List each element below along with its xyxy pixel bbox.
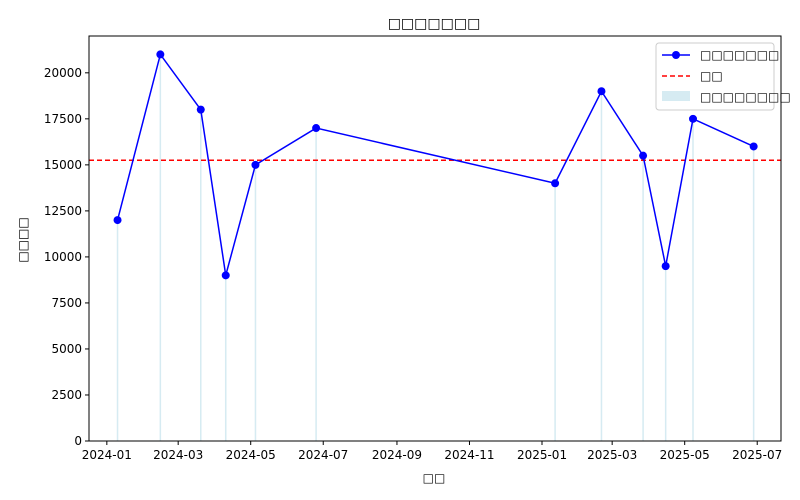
y-axis-title: □□□□ (16, 217, 30, 262)
y-tick-label: 5000 (51, 342, 82, 356)
chart-title: □□□□□□□ (388, 16, 481, 32)
data-point (113, 216, 122, 225)
plot-area (89, 50, 781, 442)
data-point (312, 124, 321, 133)
bar (159, 54, 162, 441)
data-point (639, 151, 648, 160)
y-tick-label: 20000 (44, 66, 82, 80)
legend-mean-label: □□ (700, 69, 723, 83)
bar (224, 275, 227, 441)
x-tick-label: 2025-03 (587, 448, 637, 462)
data-point (156, 50, 165, 59)
data-point (661, 262, 670, 271)
bar (315, 128, 317, 442)
y-tick-label: 0 (74, 434, 82, 448)
legend: □□□□□□□ □□ □□□□□□□□ (655, 42, 791, 111)
y-axis: 0 2500 5000 7500 10000 12500 15000 17500 20000 (44, 66, 89, 448)
y-tick-label: 15000 (44, 158, 82, 172)
series-line (116, 52, 754, 276)
x-tick-label: 2024-03 (153, 448, 203, 462)
data-point (749, 142, 758, 151)
x-axis-title: □□ (423, 471, 446, 485)
y-tick-label: 2500 (51, 388, 82, 402)
data-point (551, 179, 560, 188)
x-axis: 2024-01 2024-03 2024-05 2024-07 2024-09 2024-… (82, 441, 782, 462)
bar (254, 164, 257, 442)
x-tick-label: 2024-05 (226, 448, 276, 462)
x-tick-label: 2024-01 (82, 448, 132, 462)
data-point (689, 114, 698, 123)
bar (664, 266, 667, 441)
x-tick-label: 2024-11 (444, 448, 494, 462)
y-tick-label: 7500 (51, 296, 82, 310)
legend-series-label: □□□□□□□ (700, 48, 779, 62)
bar (554, 183, 556, 441)
x-tick-label: 2024-07 (298, 448, 348, 462)
bar (600, 91, 603, 441)
legend-bars-swatch (662, 91, 690, 101)
plot-frame (88, 35, 782, 442)
bar (642, 155, 644, 441)
x-tick-label: 2025-07 (732, 448, 782, 462)
x-tick-label: 2025-01 (517, 448, 567, 462)
bar (752, 146, 755, 441)
bar (116, 220, 119, 441)
x-tick-label: 2025-05 (660, 448, 710, 462)
data-point (196, 105, 205, 114)
y-tick-label: 12500 (44, 204, 82, 218)
data-point (597, 87, 606, 96)
bar (692, 118, 694, 441)
legend-series-marker (672, 51, 680, 59)
data-point (221, 271, 230, 280)
legend-bars-label: □□□□□□□□ (700, 90, 791, 104)
y-tick-label: 17500 (44, 112, 82, 126)
data-point (251, 160, 260, 169)
x-tick-label: 2024-09 (372, 448, 422, 462)
bar (200, 109, 202, 441)
y-tick-label: 10000 (44, 250, 82, 264)
